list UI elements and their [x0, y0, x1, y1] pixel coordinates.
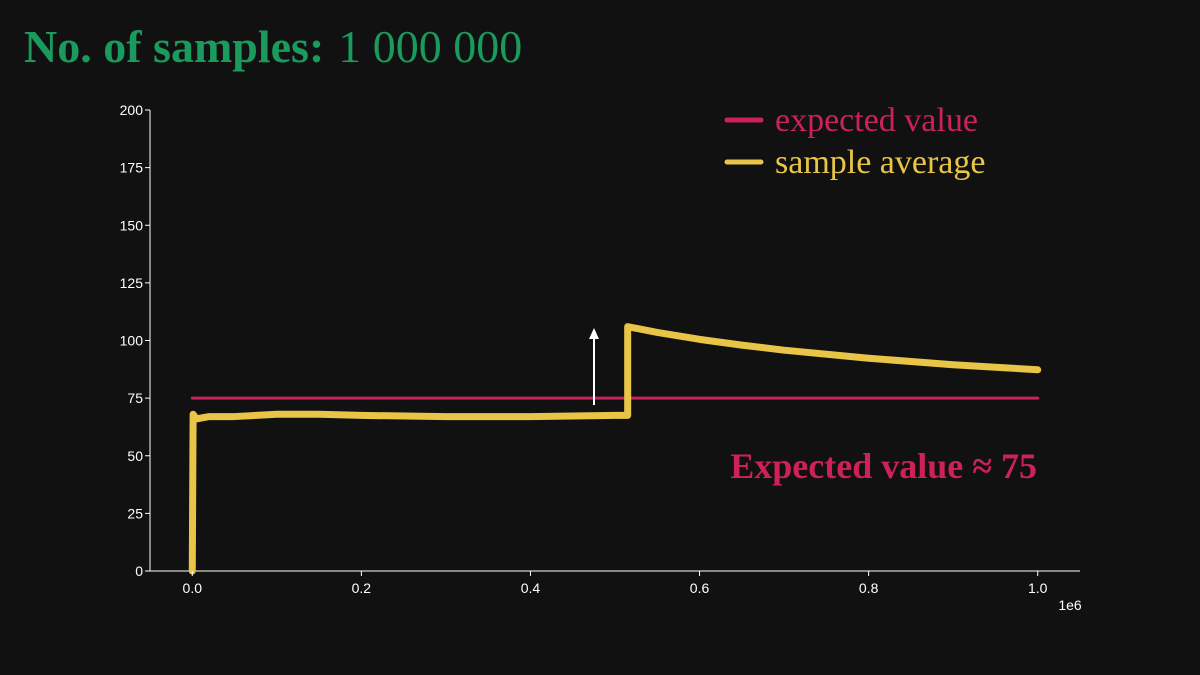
arrow-head: [589, 328, 599, 339]
y-tick-label: 25: [127, 505, 143, 521]
y-tick-label: 175: [120, 160, 144, 176]
x-tick-label: 1.0: [1028, 580, 1048, 596]
y-tick-label: 0: [135, 563, 143, 579]
y-tick-label: 100: [120, 333, 144, 349]
x-tick-label: 0.4: [521, 580, 541, 596]
x-tick-label: 0.2: [352, 580, 372, 596]
arrow: [589, 328, 599, 405]
title: No. of samples: 1 000 000: [24, 21, 522, 72]
x-offset-label: 1e6: [1058, 597, 1082, 613]
legend-label: sample average: [775, 144, 986, 181]
sample-count: 1 000 000: [338, 21, 522, 72]
legend-label: expected value: [775, 102, 978, 139]
plot-area: [188, 323, 1042, 575]
annotation: Expected value ≈ 75: [730, 446, 1037, 486]
y-tick-label: 75: [127, 390, 143, 406]
y-tick-label: 200: [120, 102, 144, 118]
title-label: No. of samples:: [24, 21, 324, 72]
y-tick-label: 150: [120, 217, 144, 233]
series-line: [188, 323, 1042, 575]
x-tick-label: 0.8: [859, 580, 879, 596]
x-tick-label: 0.6: [690, 580, 710, 596]
y-tick-label: 125: [120, 275, 144, 291]
x-tick-label: 0.0: [183, 580, 203, 596]
y-tick-label: 50: [127, 448, 143, 464]
